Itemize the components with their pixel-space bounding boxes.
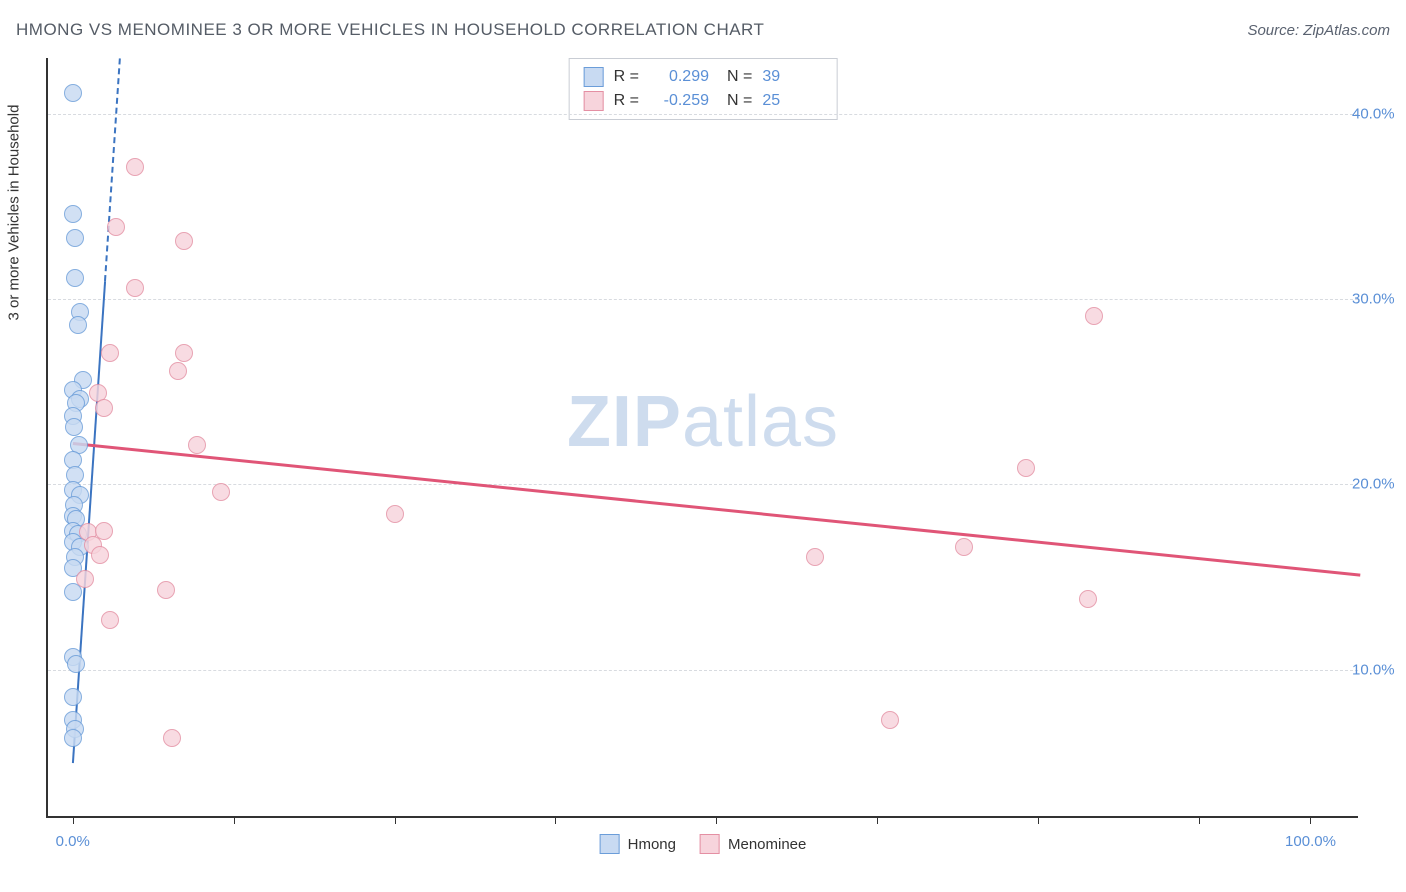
chart-title: HMONG VS MENOMINEE 3 OR MORE VEHICLES IN… (16, 20, 764, 40)
data-point-menominee (76, 570, 94, 588)
watermark: ZIPatlas (567, 381, 839, 463)
data-point-menominee (126, 158, 144, 176)
x-tick (716, 816, 717, 824)
x-tick-label: 0.0% (56, 833, 90, 850)
x-tick (1038, 816, 1039, 824)
x-tick (1199, 816, 1200, 824)
data-point-menominee (386, 505, 404, 523)
data-point-menominee (95, 399, 113, 417)
y-tick-label: 10.0% (1352, 661, 1406, 678)
x-tick (234, 816, 235, 824)
series-legend-item: Hmong (600, 834, 676, 854)
data-point-menominee (107, 218, 125, 236)
x-tick (73, 816, 74, 824)
legend-n-value: 25 (762, 89, 822, 113)
gridline-h (48, 114, 1358, 115)
legend-r-label: R = (614, 65, 639, 89)
data-point-menominee (188, 436, 206, 454)
legend-swatch (584, 67, 604, 87)
data-point-hmong (64, 205, 82, 223)
legend-n-value: 39 (762, 65, 822, 89)
legend-row: R = -0.259 N = 25 (584, 89, 823, 113)
legend-r-value: 0.299 (649, 65, 709, 89)
data-point-menominee (881, 711, 899, 729)
data-point-hmong (66, 269, 84, 287)
data-point-menominee (212, 483, 230, 501)
data-point-menominee (175, 232, 193, 250)
data-point-hmong (67, 655, 85, 673)
data-point-menominee (169, 362, 187, 380)
data-point-menominee (163, 729, 181, 747)
x-tick-label: 100.0% (1285, 833, 1336, 850)
x-tick (1310, 816, 1311, 824)
data-point-menominee (1085, 307, 1103, 325)
gridline-h (48, 299, 1358, 300)
legend-row: R = 0.299 N = 39 (584, 65, 823, 89)
data-point-menominee (175, 344, 193, 362)
data-point-hmong (64, 688, 82, 706)
series-legend-label: Menominee (728, 836, 806, 853)
legend-swatch (584, 91, 604, 111)
data-point-menominee (101, 611, 119, 629)
series-legend-label: Hmong (628, 836, 676, 853)
watermark-atlas: atlas (682, 382, 839, 462)
chart-header: HMONG VS MENOMINEE 3 OR MORE VEHICLES IN… (16, 20, 1390, 40)
gridline-h (48, 484, 1358, 485)
trend-line-dash-hmong (104, 59, 121, 282)
x-tick (555, 816, 556, 824)
legend-swatch (600, 834, 620, 854)
data-point-menominee (126, 279, 144, 297)
legend-swatch (700, 834, 720, 854)
legend-n-label: N = (727, 89, 752, 113)
plot-area: ZIPatlas R =0.299N =39R =-0.259N =25 Hmo… (46, 58, 1358, 818)
x-tick (877, 816, 878, 824)
watermark-zip: ZIP (567, 382, 682, 462)
data-point-hmong (64, 84, 82, 102)
data-point-menominee (1017, 459, 1035, 477)
y-tick-label: 30.0% (1352, 290, 1406, 307)
y-tick-label: 40.0% (1352, 105, 1406, 122)
correlation-legend: R = 0.299 N = 39 R = -0.259 N = 25 (569, 58, 838, 120)
data-point-hmong (66, 229, 84, 247)
data-point-hmong (64, 729, 82, 747)
x-tick (395, 816, 396, 824)
data-point-menominee (91, 546, 109, 564)
series-legend: Hmong Menominee (600, 834, 807, 854)
data-point-menominee (157, 581, 175, 599)
y-tick-label: 20.0% (1352, 476, 1406, 493)
legend-r-label: R = (614, 89, 639, 113)
data-point-menominee (955, 538, 973, 556)
chart-source: Source: ZipAtlas.com (1247, 22, 1390, 39)
data-point-menominee (1079, 590, 1097, 608)
data-point-hmong (69, 316, 87, 334)
legend-n-label: N = (727, 65, 752, 89)
trend-line-menominee (73, 442, 1361, 576)
series-legend-item: Menominee (700, 834, 806, 854)
gridline-h (48, 670, 1358, 671)
legend-r-value: -0.259 (649, 89, 709, 113)
data-point-hmong (65, 418, 83, 436)
y-axis-label: 3 or more Vehicles in Household (6, 105, 23, 321)
data-point-menominee (806, 548, 824, 566)
data-point-menominee (101, 344, 119, 362)
